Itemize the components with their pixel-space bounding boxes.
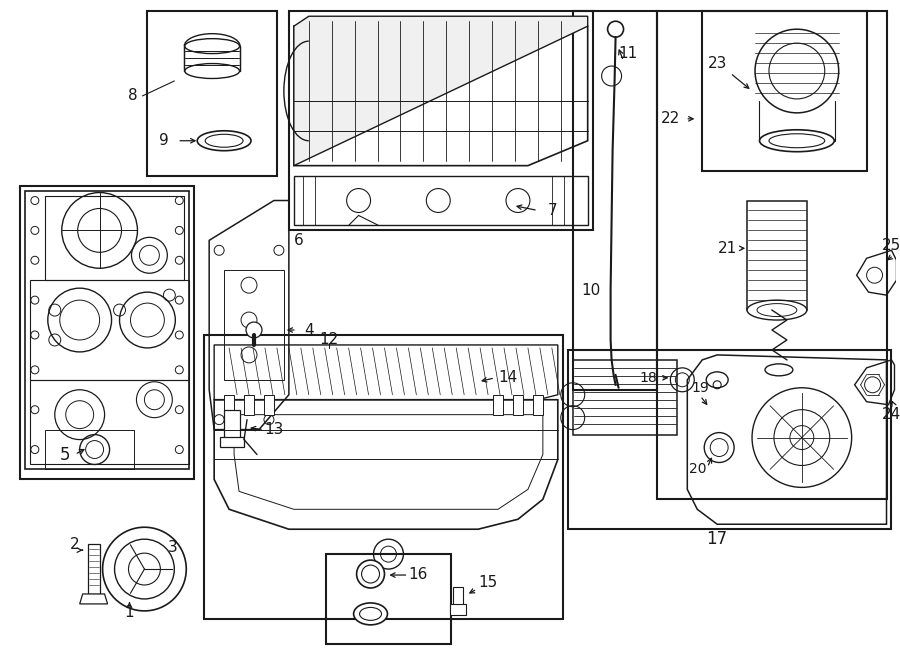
Bar [224,270,284,380]
Bar [533,395,543,414]
Bar [493,395,503,414]
Text: 19: 19 [691,381,709,395]
Text: 8: 8 [128,89,138,103]
Bar [326,554,451,644]
Text: 6: 6 [294,233,303,248]
Text: 23: 23 [707,56,727,71]
Bar [450,604,466,615]
Bar [289,11,593,231]
Ellipse shape [354,603,388,625]
Bar [513,395,523,414]
Bar [568,350,892,529]
Bar [224,395,234,414]
Ellipse shape [706,372,728,388]
Text: 15: 15 [479,574,498,590]
Bar [148,11,277,176]
Text: 16: 16 [409,566,428,582]
Polygon shape [80,594,108,604]
Bar [220,436,244,447]
Ellipse shape [760,130,834,152]
Text: 2: 2 [70,537,79,552]
Text: 14: 14 [499,370,517,385]
Ellipse shape [205,134,243,147]
Polygon shape [87,544,100,594]
Bar [657,11,886,499]
Bar [454,587,464,607]
Circle shape [356,560,384,588]
Polygon shape [293,17,588,166]
Text: 5: 5 [59,446,70,463]
Text: 3: 3 [167,539,177,555]
Bar [747,200,806,310]
Text: 18: 18 [640,371,657,385]
Bar [244,395,254,414]
Text: 24: 24 [882,407,900,422]
Bar [20,186,194,479]
Text: 12: 12 [320,332,338,348]
Text: 7: 7 [548,203,558,218]
Text: 10: 10 [581,283,600,297]
Text: 20: 20 [688,463,706,477]
Bar [552,176,563,225]
Ellipse shape [747,300,806,320]
Ellipse shape [197,131,251,151]
Bar [264,395,274,414]
Bar [204,335,562,619]
Text: 11: 11 [618,46,637,61]
Text: 25: 25 [882,238,900,253]
Text: 21: 21 [717,241,737,256]
Circle shape [246,322,262,338]
Bar [572,11,657,390]
Text: 1: 1 [125,605,134,621]
Bar [702,11,867,171]
Ellipse shape [184,63,239,79]
Text: 13: 13 [265,422,284,437]
Text: 17: 17 [706,530,728,548]
Text: 9: 9 [159,134,169,148]
Ellipse shape [184,38,239,54]
Bar [302,176,315,225]
Text: 22: 22 [661,111,680,126]
Text: 4: 4 [304,323,313,338]
Bar [224,410,240,440]
Ellipse shape [765,364,793,376]
